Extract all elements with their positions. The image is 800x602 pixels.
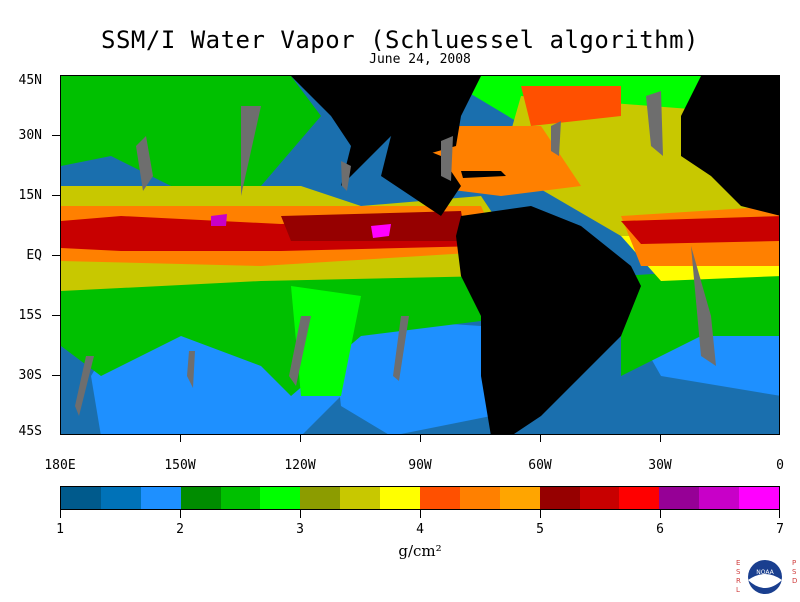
colorbar-segment-9 bbox=[380, 487, 421, 509]
colorbar-segment-6 bbox=[260, 487, 301, 509]
peak-vapor-spot bbox=[211, 214, 227, 226]
colorbar-segment-13 bbox=[539, 487, 580, 509]
chart-title: SSM/I Water Vapor (Schluessel algorithm) bbox=[101, 26, 699, 54]
colorbar-tick bbox=[420, 510, 421, 518]
colorbar-segment-15 bbox=[619, 487, 660, 509]
lat-label-eq: EQ bbox=[26, 248, 42, 263]
caribbean-islands bbox=[461, 171, 506, 178]
logo-letter-p: P bbox=[792, 559, 796, 567]
logo-letter-d: D bbox=[792, 577, 797, 585]
lon-label-0: 0 bbox=[776, 458, 784, 473]
lat-tick bbox=[52, 255, 60, 256]
colorbar-tick bbox=[779, 510, 780, 518]
colorbar-label-4: 4 bbox=[416, 522, 424, 537]
africa-europe-land bbox=[681, 76, 779, 216]
colorbar-tick bbox=[540, 510, 541, 518]
swath-gap bbox=[289, 316, 311, 386]
lat-label-45s: 45S bbox=[18, 424, 42, 439]
logo-letter-l: L bbox=[736, 586, 740, 594]
colorbar-segment-18 bbox=[739, 487, 780, 509]
colorbar bbox=[60, 486, 780, 510]
colorbar-segment-14 bbox=[579, 487, 620, 509]
colorbar-tick bbox=[180, 510, 181, 518]
low-vapor-region bbox=[331, 316, 491, 434]
colorbar-label-6: 6 bbox=[656, 522, 664, 537]
logo-gull bbox=[748, 574, 782, 588]
swath-gap bbox=[136, 136, 153, 191]
lon-label-30w: 30W bbox=[648, 458, 672, 473]
lat-label-30s: 30S bbox=[18, 368, 42, 383]
colorbar-segment-8 bbox=[340, 487, 381, 509]
colorbar-segment-2 bbox=[100, 487, 141, 509]
lon-label-90w: 90W bbox=[408, 458, 432, 473]
colorbar-segment-5 bbox=[220, 487, 261, 509]
colorbar-label-7: 7 bbox=[776, 522, 784, 537]
colorbar-label-2: 2 bbox=[176, 522, 184, 537]
colorbar-tick bbox=[660, 510, 661, 518]
lat-tick bbox=[52, 135, 60, 136]
lon-label-150w: 150W bbox=[164, 458, 196, 473]
lon-tick bbox=[300, 435, 301, 442]
lon-label-60w: 60W bbox=[528, 458, 552, 473]
colorbar-tick bbox=[60, 510, 61, 518]
colorbar-segment-12 bbox=[499, 487, 540, 509]
moderate-vapor-region bbox=[61, 266, 521, 396]
noaa-logo-icon: E S R L NOAA P S D bbox=[736, 559, 797, 594]
lon-label-180e: 180E bbox=[44, 458, 76, 473]
itcz-region bbox=[621, 216, 779, 244]
lat-tick bbox=[52, 195, 60, 196]
colorbar-label-1: 1 bbox=[56, 522, 64, 537]
water-vapor-map bbox=[60, 75, 780, 435]
lat-label-45n: 45N bbox=[18, 73, 42, 88]
lat-tick bbox=[52, 315, 60, 316]
colorbar-units: g/cm² bbox=[398, 542, 442, 560]
swath-gap bbox=[441, 136, 453, 181]
lon-tick bbox=[540, 435, 541, 442]
swath-gap bbox=[341, 161, 351, 191]
lon-tick bbox=[180, 435, 181, 442]
moderate-vapor-region bbox=[291, 286, 361, 396]
swath-gap bbox=[646, 91, 663, 156]
chart-date: June 24, 2008 bbox=[369, 52, 471, 67]
lat-label-15s: 15S bbox=[18, 308, 42, 323]
colorbar-segment-7 bbox=[300, 487, 341, 509]
lon-tick bbox=[660, 435, 661, 442]
colorbar-segment-1 bbox=[61, 487, 101, 509]
colorbar-segment-3 bbox=[140, 487, 181, 509]
lat-label-30n: 30N bbox=[18, 128, 42, 143]
logo-letter-s2: S bbox=[792, 568, 797, 576]
lat-label-15n: 15N bbox=[18, 188, 42, 203]
map-svg bbox=[61, 76, 779, 434]
swath-gap bbox=[691, 246, 716, 366]
north-america-land bbox=[291, 76, 481, 186]
very-high-vapor-region bbox=[521, 86, 621, 126]
logo-letter-e: E bbox=[736, 559, 740, 567]
logo-letter-s: S bbox=[736, 568, 741, 576]
colorbar-segment-10 bbox=[420, 487, 460, 509]
lon-label-120w: 120W bbox=[284, 458, 316, 473]
lon-tick bbox=[420, 435, 421, 442]
colorbar-label-3: 3 bbox=[296, 522, 304, 537]
swath-gap bbox=[393, 316, 409, 381]
peak-vapor-spot bbox=[371, 224, 391, 238]
logo-letter-r: R bbox=[736, 577, 741, 585]
colorbar-segment-16 bbox=[659, 487, 700, 509]
colorbar-segment-4 bbox=[180, 487, 221, 509]
south-america-land bbox=[456, 206, 641, 434]
swath-gap bbox=[75, 356, 94, 416]
esrl-psd-noaa-logo: E S R L NOAA P S D bbox=[732, 556, 798, 598]
swath-gap bbox=[187, 351, 195, 388]
colorbar-segment-17 bbox=[699, 487, 740, 509]
colorbar-tick bbox=[300, 510, 301, 518]
colorbar-segment-11 bbox=[459, 487, 500, 509]
colorbar-label-5: 5 bbox=[536, 522, 544, 537]
swath-gap bbox=[241, 106, 261, 196]
logo-emblem-text: NOAA bbox=[756, 569, 774, 576]
lat-tick bbox=[52, 375, 60, 376]
swath-gap bbox=[551, 121, 561, 156]
